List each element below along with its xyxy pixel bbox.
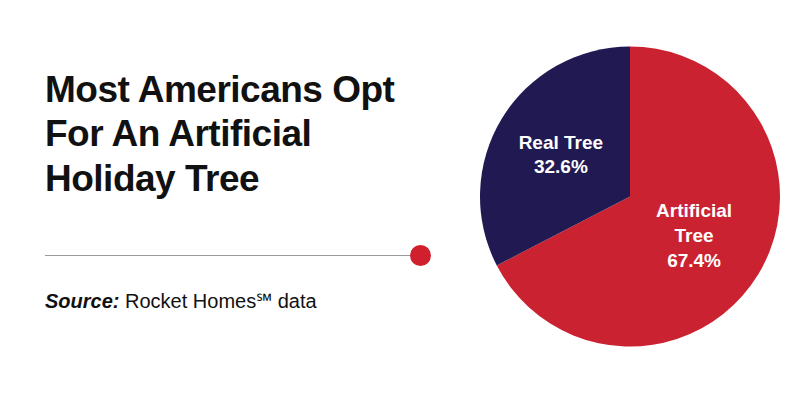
html-text:Most Americans Opt For An Arti: Most Americans Opt For An Artificial Hol…	[45, 69, 395, 199]
svg-text:Real Tree32.6%: Real Tree32.6%	[519, 132, 604, 178]
svg-text:ArtificialTree67.4%: ArtificialTree67.4%	[656, 200, 732, 270]
html-text:Source: Rocket Homes℠ data: Source: Rocket Homes℠ data	[45, 290, 317, 312]
